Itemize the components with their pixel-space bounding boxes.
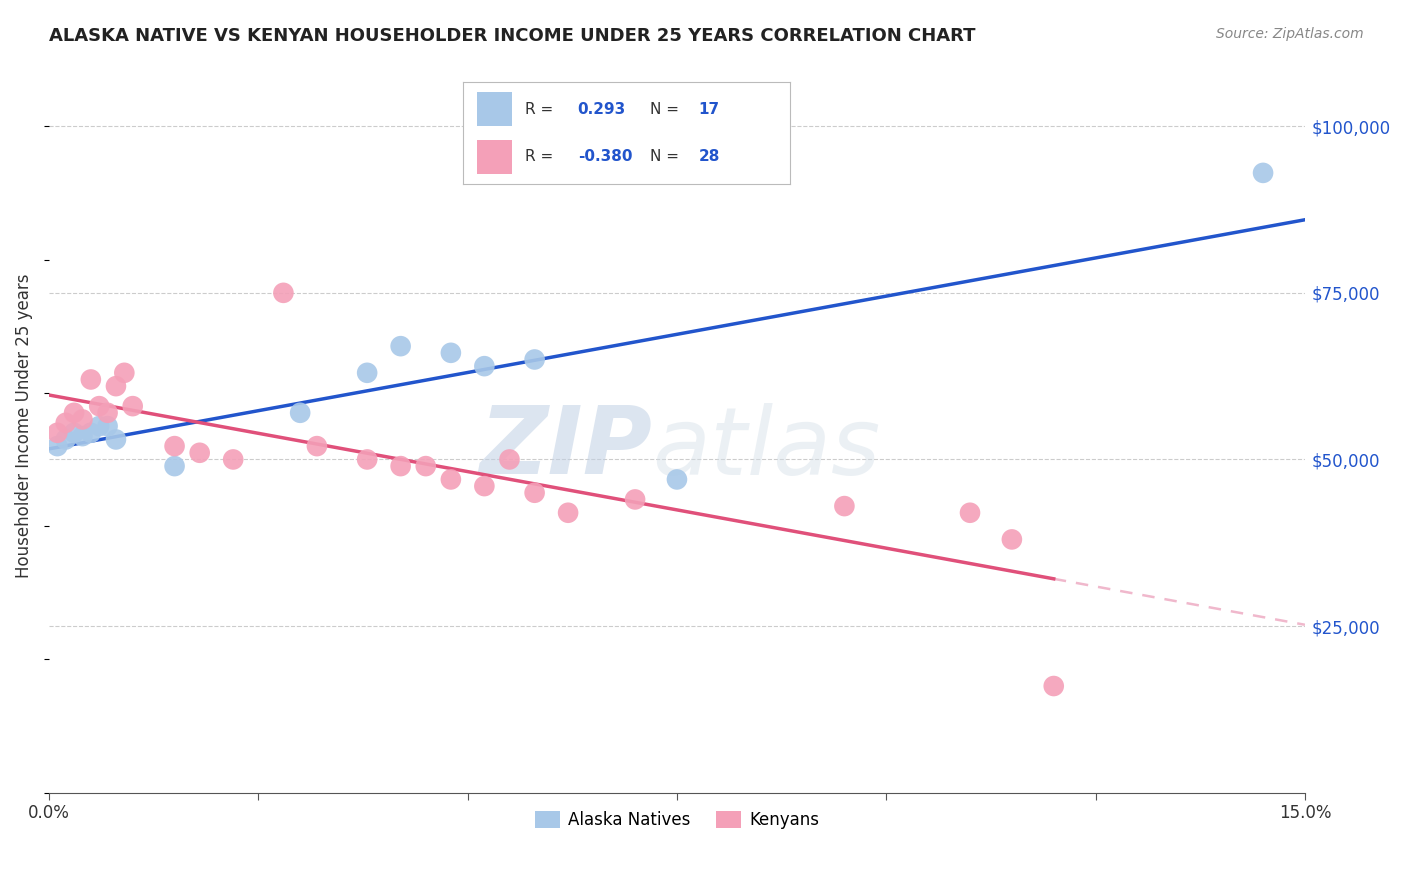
Point xyxy=(72,429,94,443)
Point xyxy=(356,366,378,380)
Point xyxy=(163,459,186,474)
Point xyxy=(273,285,295,300)
Point xyxy=(222,452,245,467)
Point xyxy=(389,459,412,474)
Point xyxy=(63,425,86,440)
Point xyxy=(80,425,103,440)
Point xyxy=(474,359,496,373)
Point xyxy=(97,419,120,434)
Point xyxy=(288,406,311,420)
Point xyxy=(1001,533,1024,547)
Point xyxy=(474,479,496,493)
Text: Source: ZipAtlas.com: Source: ZipAtlas.com xyxy=(1216,27,1364,41)
Point xyxy=(624,492,647,507)
Point xyxy=(89,419,111,434)
Text: ALASKA NATIVE VS KENYAN HOUSEHOLDER INCOME UNDER 25 YEARS CORRELATION CHART: ALASKA NATIVE VS KENYAN HOUSEHOLDER INCO… xyxy=(49,27,976,45)
Point xyxy=(55,433,77,447)
Point xyxy=(834,499,856,513)
Y-axis label: Householder Income Under 25 years: Householder Income Under 25 years xyxy=(15,274,32,578)
Text: ZIP: ZIP xyxy=(479,402,652,494)
Point xyxy=(55,416,77,430)
Point xyxy=(112,366,135,380)
Point xyxy=(46,425,69,440)
Point xyxy=(440,472,463,486)
Point xyxy=(89,399,111,413)
Text: atlas: atlas xyxy=(652,402,880,493)
Point xyxy=(80,372,103,386)
Point xyxy=(665,472,688,486)
Legend: Alaska Natives, Kenyans: Alaska Natives, Kenyans xyxy=(529,804,825,836)
Point xyxy=(959,506,981,520)
Point xyxy=(63,406,86,420)
Point xyxy=(356,452,378,467)
Point xyxy=(415,459,437,474)
Point xyxy=(523,352,546,367)
Point xyxy=(104,433,127,447)
Point xyxy=(188,446,211,460)
Point xyxy=(523,485,546,500)
Point xyxy=(1251,166,1274,180)
Point xyxy=(104,379,127,393)
Point xyxy=(389,339,412,353)
Point xyxy=(163,439,186,453)
Point xyxy=(498,452,520,467)
Point xyxy=(557,506,579,520)
Point xyxy=(72,412,94,426)
Point xyxy=(1042,679,1064,693)
Point xyxy=(440,346,463,360)
Point xyxy=(121,399,143,413)
Point xyxy=(97,406,120,420)
Point xyxy=(46,439,69,453)
Point xyxy=(305,439,328,453)
